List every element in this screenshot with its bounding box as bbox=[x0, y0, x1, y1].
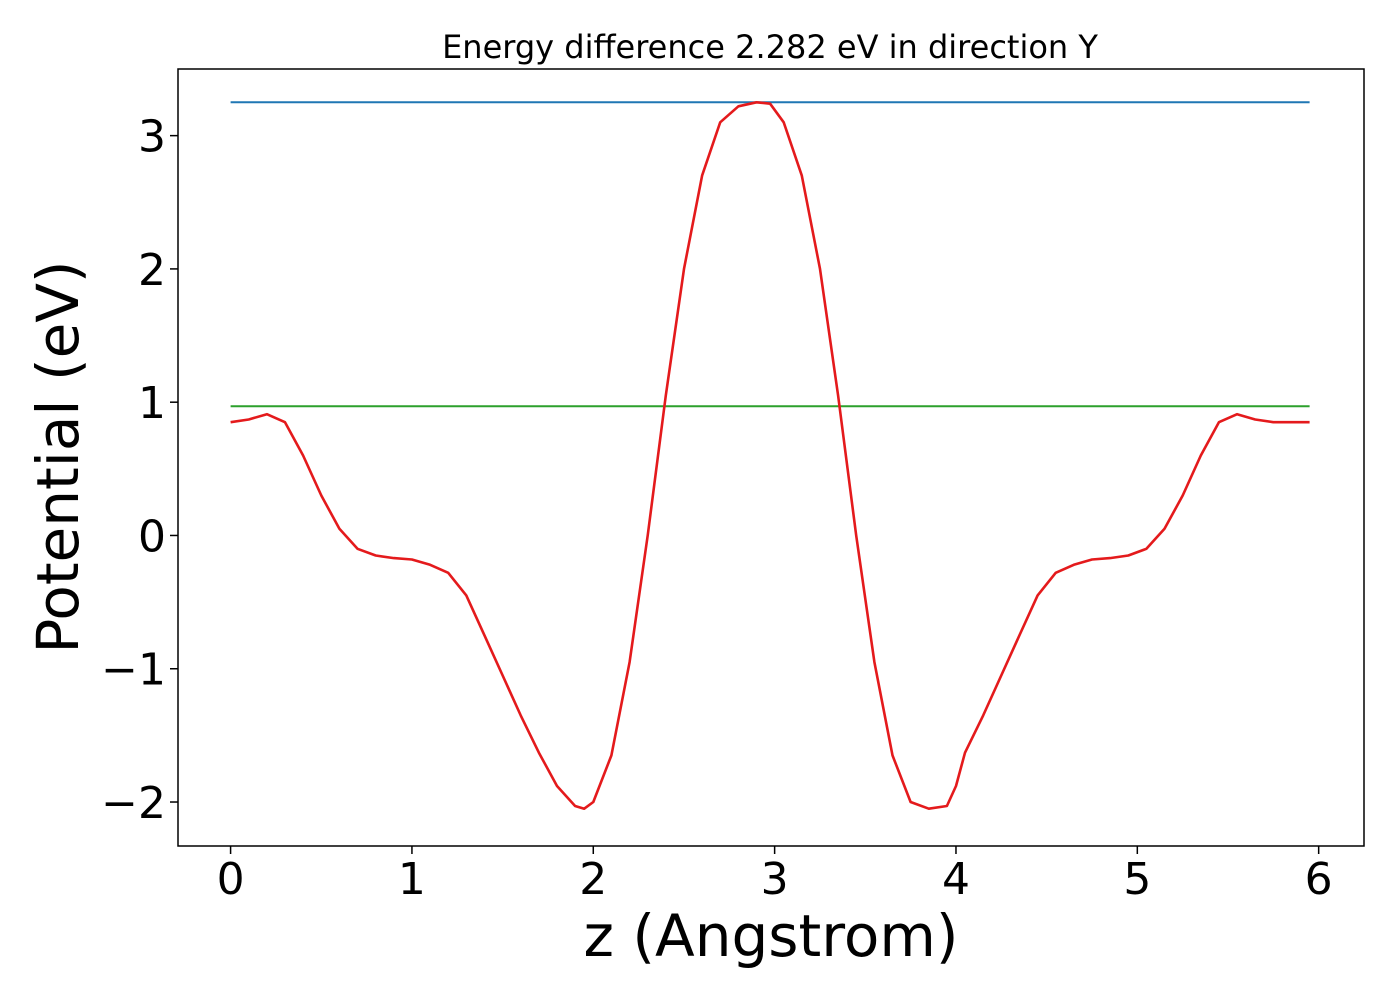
x-tick-label: 4 bbox=[942, 854, 970, 905]
x-tick-label: 3 bbox=[761, 854, 789, 905]
x-tick-label: 6 bbox=[1305, 854, 1333, 905]
x-axis: 0 1 2 3 4 5 6 bbox=[217, 846, 1333, 905]
x-tick-label: 5 bbox=[1123, 854, 1151, 905]
x-tick-label: 0 bbox=[217, 854, 245, 905]
y-tick-label: −2 bbox=[101, 778, 166, 829]
y-tick-label: −1 bbox=[101, 645, 166, 696]
y-axis-label: Potential (eV) bbox=[24, 260, 92, 653]
x-tick-label: 1 bbox=[398, 854, 426, 905]
chart-title: Energy difference 2.282 eV in direction … bbox=[442, 28, 1098, 66]
y-tick-label: 0 bbox=[138, 511, 166, 562]
y-axis: −2 −1 0 1 2 3 bbox=[101, 112, 178, 829]
plot-frame bbox=[177, 68, 1365, 847]
x-tick-label: 2 bbox=[579, 854, 607, 905]
y-tick-label: 1 bbox=[138, 378, 166, 429]
x-axis-label: z (Angstrom) bbox=[584, 902, 959, 970]
y-tick-label: 3 bbox=[138, 112, 166, 163]
y-tick-label: 2 bbox=[138, 245, 166, 296]
plot-area bbox=[177, 68, 1365, 847]
series-line-2 bbox=[230, 101, 1310, 811]
